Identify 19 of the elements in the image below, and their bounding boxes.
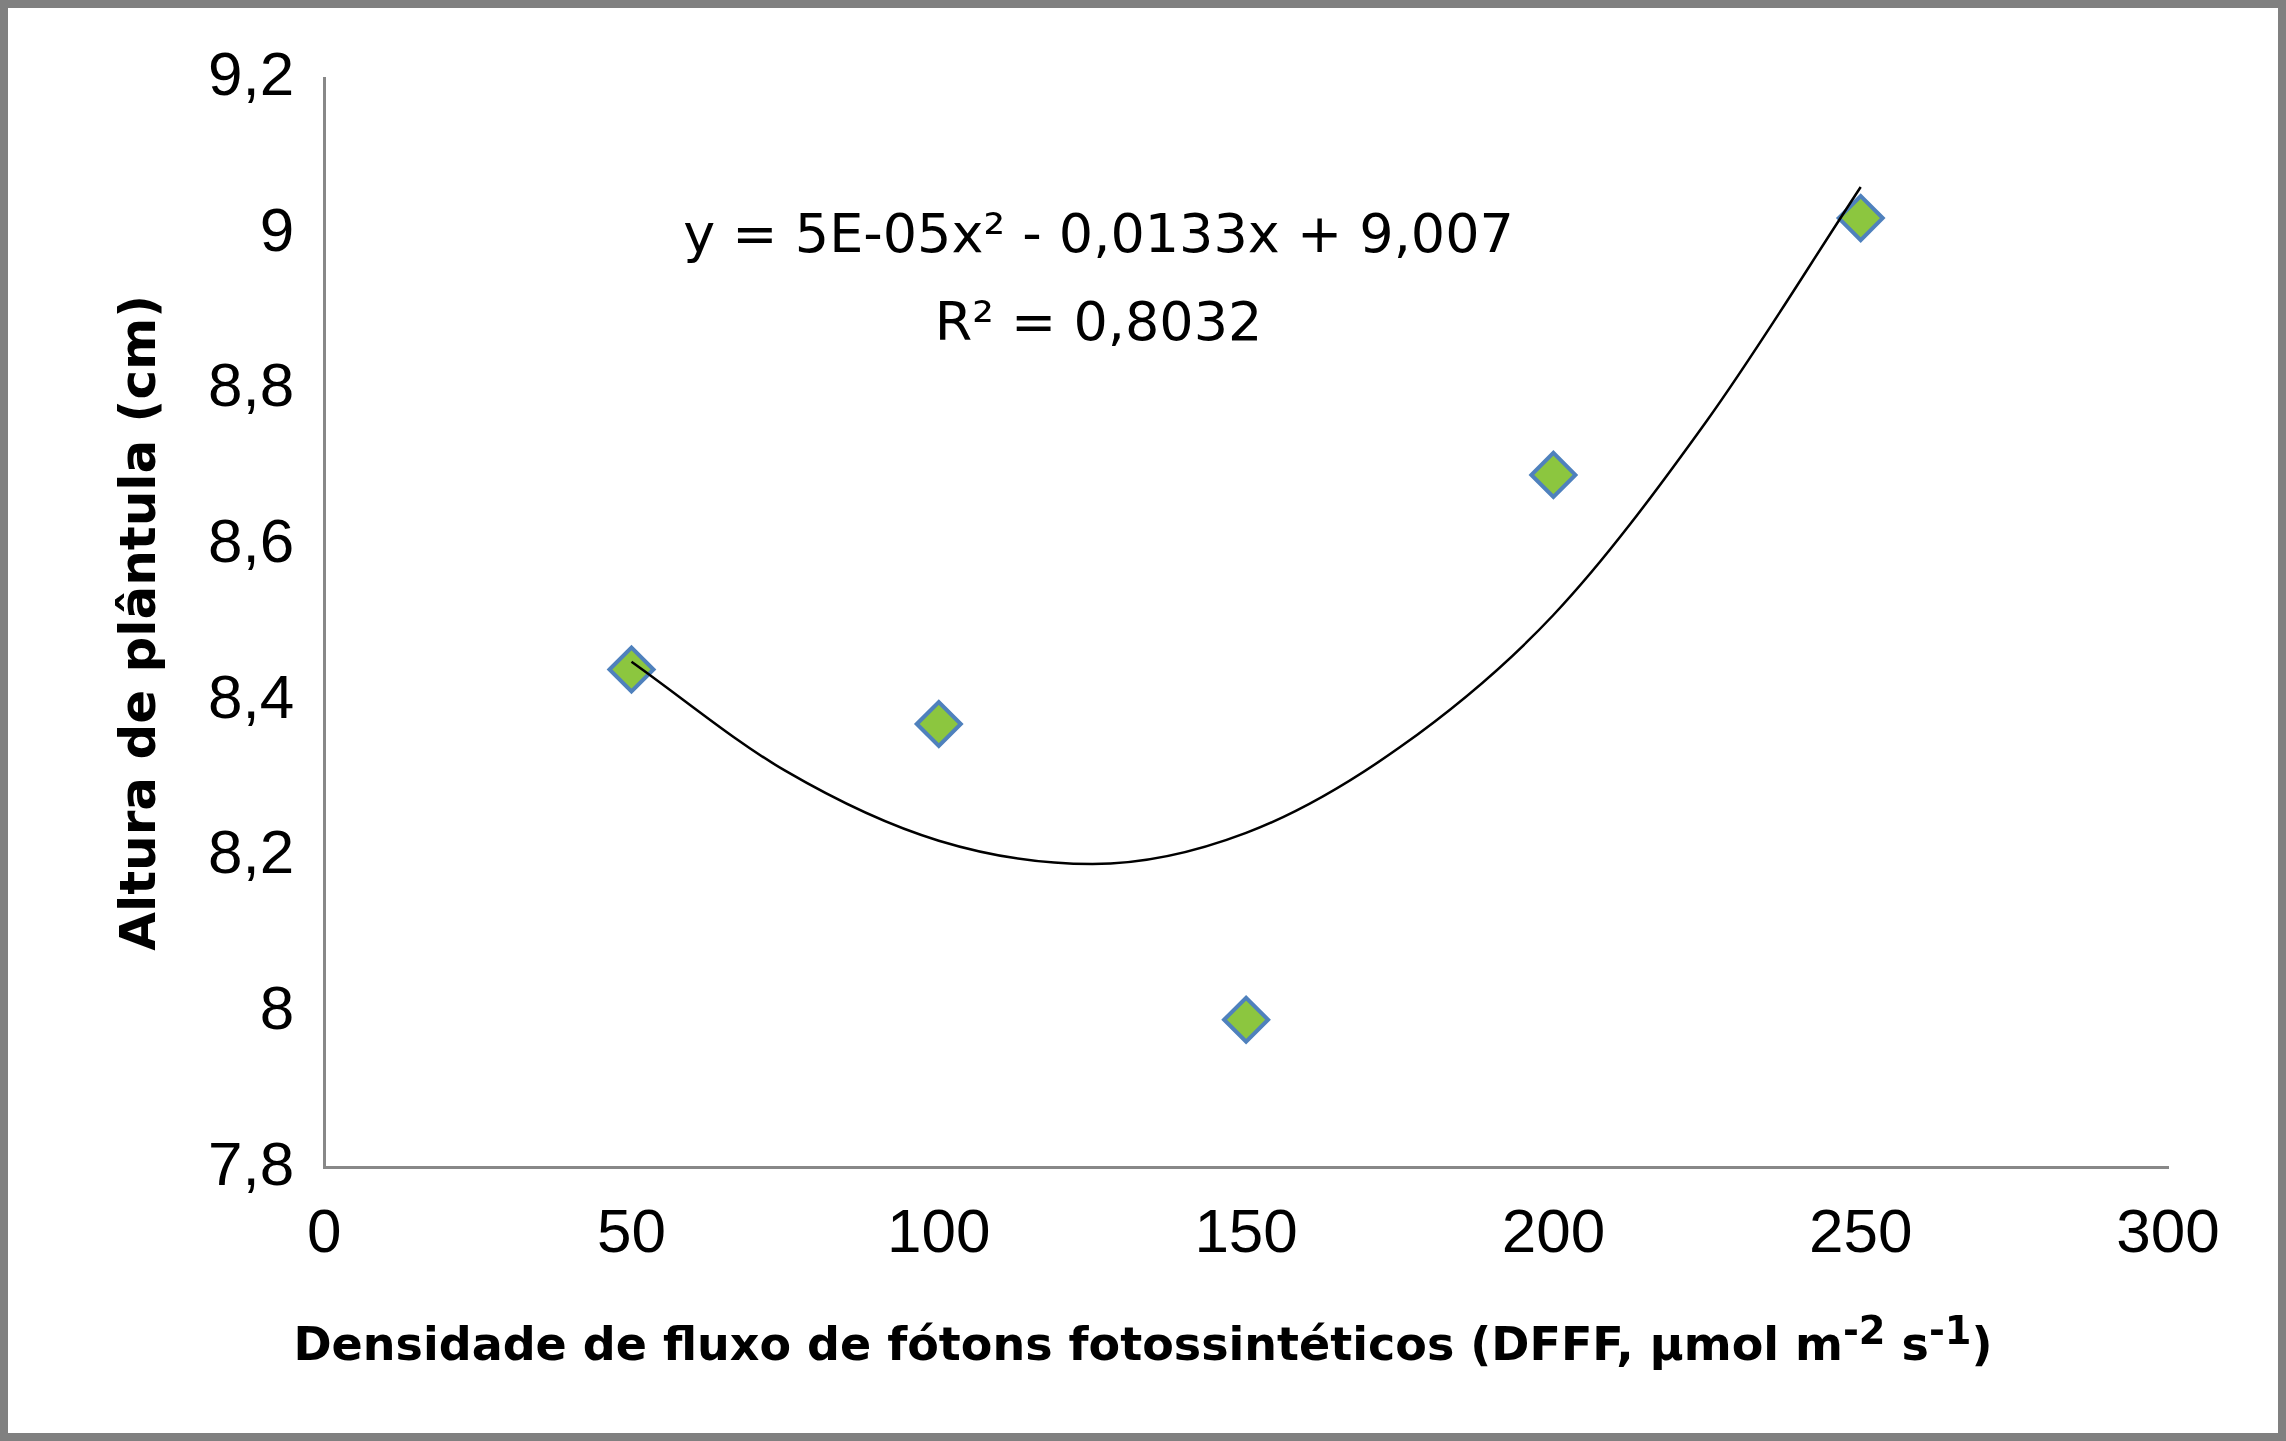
x-tick-label: 300 <box>2116 1195 2220 1265</box>
x-tick-label: 200 <box>1501 1195 1606 1265</box>
x-tick-label: 0 <box>306 1195 342 1265</box>
x-tick-label: 100 <box>887 1195 991 1265</box>
x-tick-label: 250 <box>1808 1195 1913 1265</box>
x-axis-title: Densidade de fluxo de fótons fotossintéticos (DFFF, µmol m$^{-2}$ s$^{-1}$) <box>292 1308 1994 1372</box>
y-tick-label: 8 <box>259 973 295 1043</box>
x-tick-label: 50 <box>597 1195 666 1265</box>
y-tick-label: 7,8 <box>207 1128 295 1198</box>
y-tick-label: 9,2 <box>207 39 295 109</box>
y-tick-label: 8,2 <box>207 817 295 887</box>
y-tick-label: 8,4 <box>207 661 295 731</box>
y-axis-title: Altura de plântula (cm) <box>108 294 167 951</box>
y-tick-label: 9 <box>259 194 295 264</box>
x-tick-label: 150 <box>1194 1195 1298 1265</box>
y-tick-label: 8,8 <box>207 350 295 420</box>
annotation: R² = 0,8032 <box>934 290 1263 354</box>
y-tick-label: 8,6 <box>207 506 295 576</box>
annotation: y = 5E-05x² - 0,0133x + 9,007 <box>683 202 1514 266</box>
